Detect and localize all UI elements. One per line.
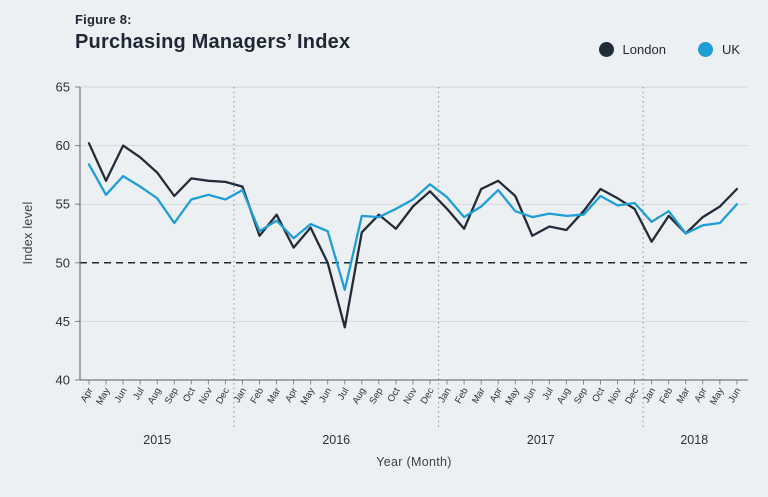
month-label: Jun [317,386,334,405]
month-label: May [503,386,522,407]
month-label: Dec [623,386,641,406]
uk-series-swatch-icon [697,42,713,57]
figure-number-label: Figure 8: [75,12,132,27]
month-label: Oct [590,386,607,405]
month-label: Sep [367,386,385,406]
month-label: Jun [726,386,743,405]
month-label: Oct [181,386,198,405]
month-label: Aug [555,386,573,406]
month-label: Mar [675,386,693,406]
legend-label-uk: UK [721,42,740,57]
series-line-uk [87,163,739,291]
year-label: 2015 [143,433,171,447]
london-series-swatch-icon [598,42,614,57]
y-tick-label: 55 [56,197,70,212]
month-label: Nov [197,386,215,406]
month-label: Dec [214,386,232,406]
month-label: Mar [265,386,283,406]
year-label: 2017 [527,433,555,447]
month-label: Nov [402,386,420,406]
legend-item-uk: UK [697,42,740,57]
y-tick-label: 65 [56,80,70,95]
month-label: Jul [540,386,556,402]
month-label: Sep [163,386,181,406]
month-label: Jul [131,386,147,402]
month-label: May [708,386,727,407]
y-tick-label: 60 [56,138,70,153]
legend-label-london: London [622,42,666,57]
x-axis-title: Year (Month) [376,455,452,469]
year-label: 2016 [322,433,350,447]
month-label: Feb [453,386,471,406]
month-label: Aug [350,386,368,406]
month-label: Jun [113,386,130,405]
year-label: 2018 [680,433,708,447]
month-label: Dec [419,386,437,406]
y-tick-label: 50 [56,255,70,270]
month-label: Aug [146,386,164,406]
month-label: Feb [658,386,676,406]
month-label: Jun [522,386,539,405]
chart-legend: London UK [598,42,740,57]
y-tick-label: 40 [56,373,70,388]
month-label: Oct [386,386,403,405]
month-label: Sep [572,386,590,406]
page-title: Purchasing Managers’ Index [75,31,351,53]
month-label: Nov [606,386,624,406]
month-label: May [299,386,318,407]
month-label: May [94,386,113,407]
month-label: Feb [248,386,266,406]
series-line-london [87,142,739,329]
legend-item-london: London [598,42,666,57]
y-axis-title: Index level [21,201,35,265]
month-label: Jul [336,386,352,402]
month-label: Mar [470,386,488,406]
y-tick-label: 45 [56,314,70,329]
